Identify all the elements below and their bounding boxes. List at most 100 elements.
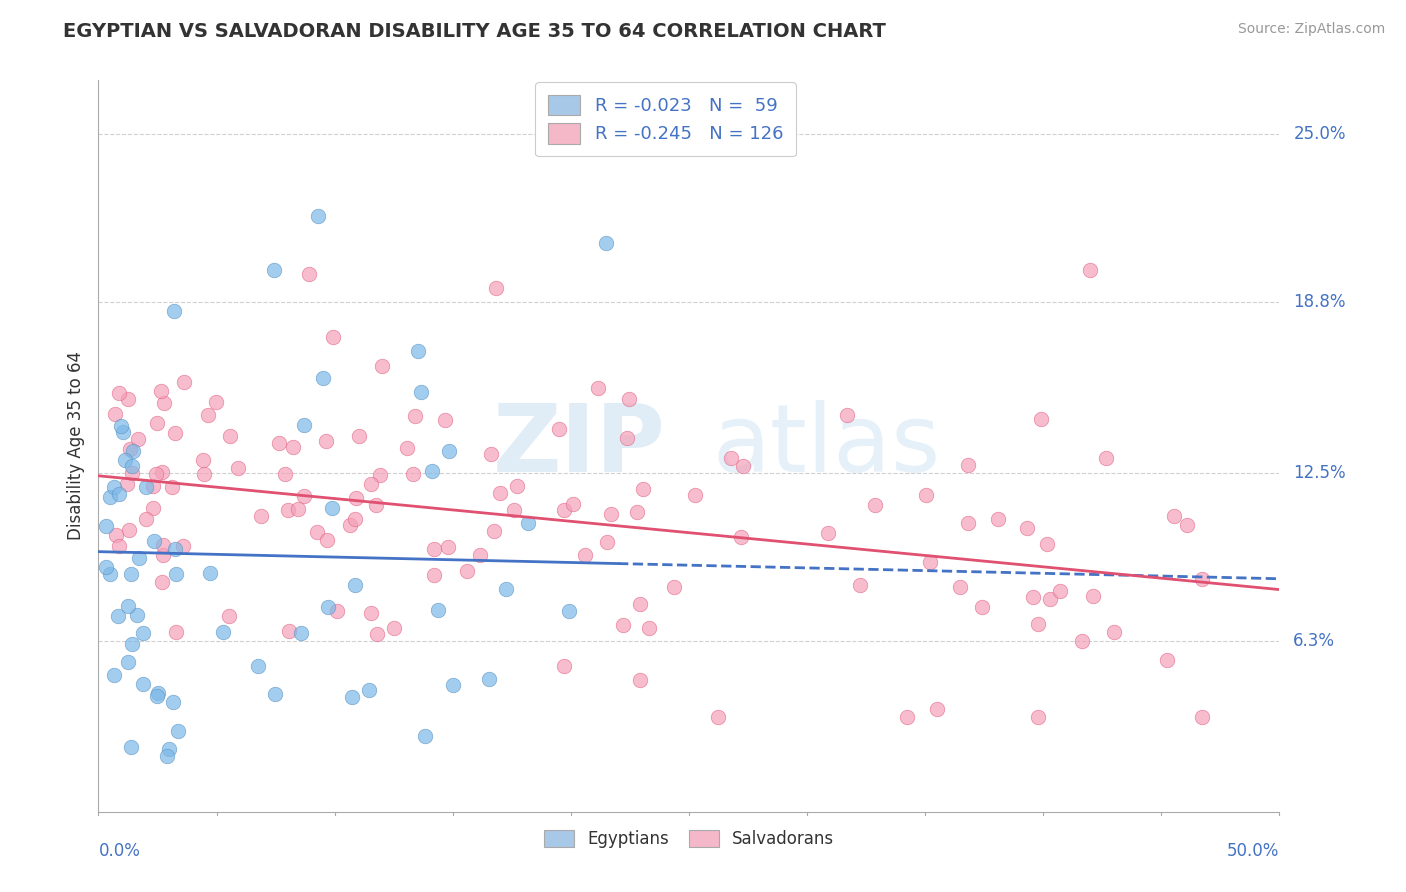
Point	[396, 442, 419, 456]
Point	[346, 491, 368, 505]
Point	[163, 541, 186, 556]
Point	[165, 625, 187, 640]
Point	[246, 659, 269, 673]
Point	[1022, 590, 1045, 604]
Point	[1049, 583, 1071, 598]
Point	[468, 548, 491, 562]
Text: 18.8%: 18.8%	[1294, 293, 1346, 311]
Point	[197, 408, 219, 422]
Point	[121, 466, 143, 480]
Legend: Egyptians, Salvadorans: Egyptians, Salvadorans	[537, 823, 841, 855]
Text: 12.5%: 12.5%	[1294, 464, 1346, 482]
Point	[152, 548, 174, 562]
Point	[957, 458, 980, 473]
Point	[488, 486, 510, 500]
Point	[105, 528, 128, 542]
Point	[987, 512, 1010, 526]
Point	[835, 409, 858, 423]
Point	[121, 443, 143, 458]
Point	[817, 525, 839, 540]
Point	[553, 503, 575, 517]
Point	[135, 511, 157, 525]
Point	[481, 447, 503, 461]
Point	[152, 395, 174, 409]
Point	[98, 566, 121, 581]
Point	[120, 442, 142, 456]
Point	[1070, 634, 1092, 648]
Point	[292, 489, 315, 503]
Point	[146, 417, 169, 431]
Point	[277, 624, 299, 639]
Point	[730, 529, 752, 543]
Point	[162, 480, 184, 494]
Point	[1163, 508, 1185, 523]
Point	[114, 452, 136, 467]
Point	[357, 682, 380, 697]
Point	[420, 464, 443, 478]
Point	[94, 559, 117, 574]
Point	[915, 488, 938, 502]
Point	[152, 538, 174, 552]
Point	[516, 516, 538, 530]
Point	[972, 600, 994, 615]
Point	[599, 507, 621, 521]
Point	[413, 730, 436, 744]
Point	[553, 659, 575, 673]
Point	[135, 480, 157, 494]
Point	[456, 565, 478, 579]
Point	[427, 603, 450, 617]
Point	[128, 551, 150, 566]
Point	[1039, 591, 1062, 606]
Text: 50.0%: 50.0%	[1227, 842, 1279, 860]
Point	[949, 580, 972, 594]
Point	[433, 413, 456, 427]
Point	[155, 748, 177, 763]
Point	[281, 440, 304, 454]
Point	[1191, 572, 1213, 586]
Point	[441, 678, 464, 692]
Point	[193, 467, 215, 481]
Point	[1175, 517, 1198, 532]
Point	[264, 687, 287, 701]
Point	[437, 540, 460, 554]
Point	[98, 490, 121, 504]
Text: atlas: atlas	[713, 400, 941, 492]
Point	[347, 429, 370, 443]
Point	[117, 392, 139, 406]
Point	[423, 567, 446, 582]
Point	[163, 303, 186, 318]
Point	[110, 419, 132, 434]
Point	[108, 487, 131, 501]
Point	[574, 548, 596, 562]
Point	[287, 501, 309, 516]
Point	[344, 512, 367, 526]
Point	[120, 740, 142, 755]
Point	[502, 503, 524, 517]
Point	[162, 695, 184, 709]
Point	[364, 498, 387, 512]
Point	[733, 458, 755, 473]
Point	[107, 609, 129, 624]
Text: ZIP: ZIP	[492, 400, 665, 492]
Point	[595, 235, 617, 250]
Point	[918, 555, 941, 569]
Point	[298, 267, 321, 281]
Point	[200, 566, 222, 580]
Point	[307, 209, 329, 223]
Point	[423, 541, 446, 556]
Y-axis label: Disability Age 35 to 64: Disability Age 35 to 64	[66, 351, 84, 541]
Point	[484, 524, 506, 538]
Point	[250, 509, 273, 524]
Point	[409, 384, 432, 399]
Text: 6.3%: 6.3%	[1294, 632, 1336, 650]
Text: Source: ZipAtlas.com: Source: ZipAtlas.com	[1237, 22, 1385, 37]
Point	[212, 624, 235, 639]
Point	[1095, 450, 1118, 465]
Point	[165, 567, 187, 582]
Point	[292, 418, 315, 433]
Point	[478, 672, 501, 686]
Point	[120, 567, 142, 582]
Text: EGYPTIAN VS SALVADORAN DISABILITY AGE 35 TO 64 CORRELATION CHART: EGYPTIAN VS SALVADORAN DISABILITY AGE 35…	[63, 22, 886, 41]
Point	[150, 574, 173, 589]
Point	[104, 407, 127, 421]
